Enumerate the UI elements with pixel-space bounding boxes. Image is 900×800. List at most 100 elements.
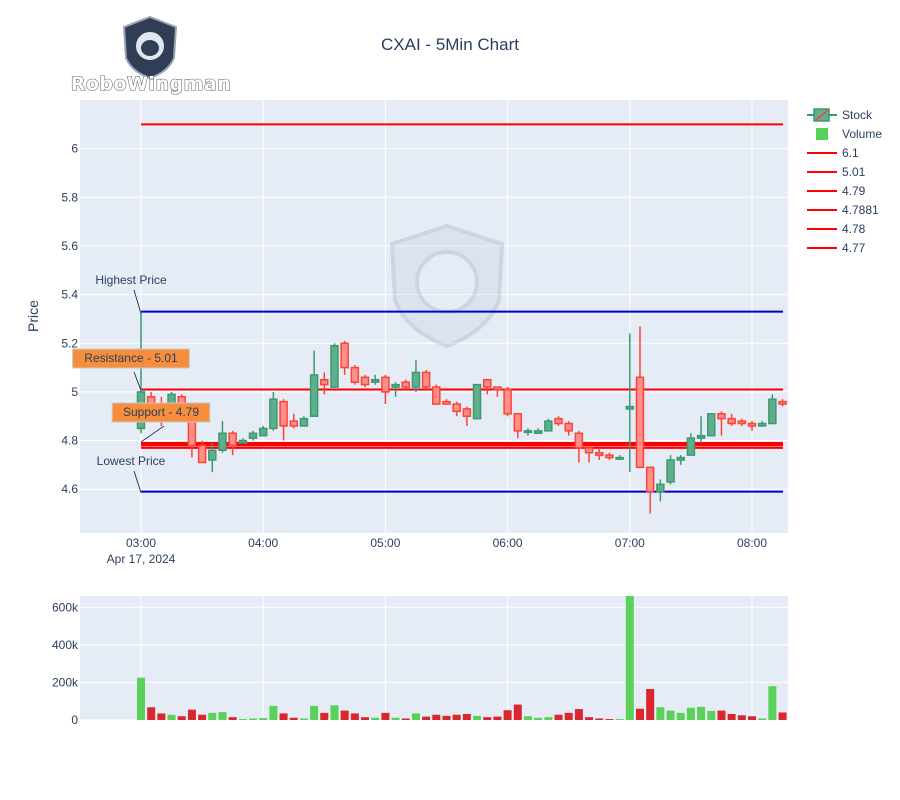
candle-up — [238, 438, 248, 444]
volume-bar-up — [371, 717, 380, 720]
candle-down — [645, 466, 655, 514]
candle-up — [391, 382, 400, 397]
candle-down — [401, 379, 411, 390]
volume-bar-up — [686, 707, 695, 720]
volume-bar-up — [269, 705, 278, 720]
volume-bar-up — [330, 705, 339, 720]
volume-bar-up — [625, 596, 634, 720]
candle-body — [238, 439, 248, 444]
watermark-shield-icon — [389, 223, 505, 349]
candle-body — [197, 444, 207, 464]
candle-body — [330, 344, 339, 388]
volume-y-tick-label: 400k — [52, 638, 79, 652]
candle-body — [482, 378, 492, 388]
volume-bar-down — [350, 713, 359, 720]
candle-body — [523, 430, 533, 434]
legend-label: 5.01 — [842, 165, 866, 179]
candle-up — [707, 413, 716, 437]
volume-bar-up — [238, 719, 247, 720]
x-tick-label: 07:00 — [615, 536, 645, 550]
annotation-box — [111, 402, 211, 423]
candle-down — [381, 374, 390, 405]
candle-down — [605, 452, 614, 461]
candle-body — [615, 456, 624, 460]
candle-up — [656, 479, 665, 502]
candle-body — [493, 386, 502, 391]
legend-label: 6.1 — [842, 146, 859, 160]
y-tick-label: 5.6 — [61, 239, 78, 253]
volume-y-tick-label: 600k — [52, 600, 79, 614]
candle-body — [554, 417, 563, 425]
candle-body — [513, 413, 523, 432]
candle-body — [503, 388, 512, 415]
volume-bar-down — [717, 710, 726, 720]
candlesticks — [136, 311, 787, 514]
volume-bar-down — [574, 709, 583, 720]
candle-body — [452, 403, 461, 413]
x-tick-label: 08:00 — [737, 536, 767, 550]
legend-label: Stock — [842, 108, 873, 122]
x-tick-label: 06:00 — [493, 536, 523, 550]
volume-bar-down — [228, 717, 237, 720]
volume-bar-up — [259, 718, 268, 720]
candle-body — [279, 400, 288, 427]
candle-body — [350, 366, 360, 383]
volume-bar-up — [411, 713, 420, 720]
candle-down — [584, 445, 594, 463]
annotation-label: Support - 4.79 — [123, 405, 199, 419]
candle-body — [544, 420, 553, 432]
x-tick-label: 05:00 — [370, 536, 400, 550]
volume-bar-up — [167, 714, 176, 720]
candle-body — [432, 386, 441, 405]
candle-up — [533, 428, 543, 435]
volume-bar-down — [187, 709, 196, 720]
annotation-label: Highest Price — [95, 273, 167, 287]
volume-y-tick-label: 0 — [71, 713, 78, 727]
candle-down — [432, 384, 441, 405]
candle-body — [666, 459, 675, 483]
watermark-visor-icon — [415, 250, 479, 314]
candle-body — [381, 376, 390, 393]
price-y-ticks: 4.6 4.8 5 5.2 5.4 5.6 5.8 6 — [61, 142, 78, 497]
candle-down — [574, 430, 584, 463]
candle-body — [472, 383, 482, 420]
candle-down — [452, 401, 461, 417]
annotation: Highest Price — [95, 273, 167, 314]
candle-up — [208, 442, 217, 473]
y-tick-label: 4.8 — [61, 434, 78, 448]
price-annotations: Highest Price Resistance - 5.01 Support - … — [72, 273, 211, 493]
volume-bar-down — [279, 713, 288, 720]
candle-body — [696, 434, 706, 439]
volume-bar-down — [381, 712, 390, 720]
legend-item: Stock — [807, 108, 873, 122]
volume-bar-up — [299, 718, 308, 720]
volume-bar-up — [523, 716, 532, 720]
candle-body — [564, 422, 573, 432]
annotation: Support - 4.79 — [111, 402, 211, 443]
volume-bar-up — [218, 712, 227, 720]
volume-bar-down — [748, 716, 756, 720]
candle-body — [391, 383, 400, 388]
candle-body — [421, 371, 431, 388]
candle-up — [309, 350, 319, 417]
candle-down — [554, 416, 563, 426]
candle-up — [757, 421, 767, 427]
volume-bar-down — [422, 716, 431, 720]
candle-up — [248, 430, 258, 441]
candle-body — [248, 432, 258, 439]
volume-bar-up — [137, 677, 145, 720]
annotation-label: Lowest Price — [97, 454, 166, 468]
legend-bar-icon — [816, 128, 828, 140]
legend-label: 4.78 — [842, 222, 866, 236]
candle-body — [737, 420, 747, 425]
helmet-face-icon — [141, 40, 159, 56]
horizontal-levels — [141, 123, 783, 493]
candle-body — [462, 408, 472, 417]
volume-y-ticks: 0 200k 400k 600k — [52, 600, 79, 727]
volume-bar-down — [320, 712, 329, 720]
price-x-ticks: 03:00 04:00 05:00 06:00 07:00 08:00 — [126, 536, 767, 550]
annotation: Resistance - 5.01 — [72, 348, 190, 391]
volume-bar-down — [585, 717, 594, 720]
volume-bar-down — [177, 716, 186, 720]
